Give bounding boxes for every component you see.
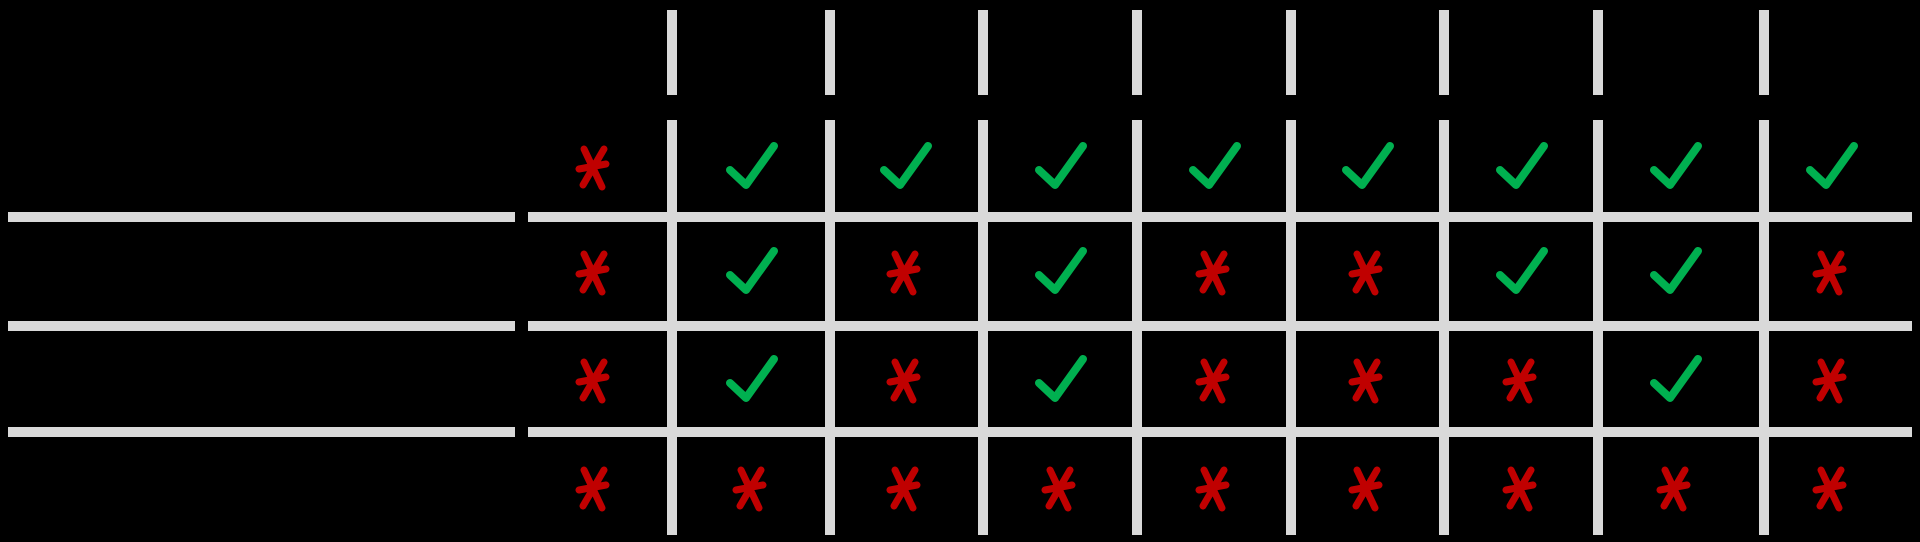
check-icon [724, 139, 780, 195]
check-icon [1340, 139, 1396, 195]
cross-icon [1340, 460, 1396, 516]
row-divider [528, 212, 1912, 222]
check-icon [1494, 244, 1550, 300]
cross-icon [724, 460, 780, 516]
check-icon [1648, 352, 1704, 408]
column-header-divider [1286, 10, 1296, 95]
cross-icon [1033, 460, 1089, 516]
cross-icon [1494, 460, 1550, 516]
row-label-divider [8, 321, 515, 331]
column-header-divider [1439, 10, 1449, 95]
check-icon [1648, 244, 1704, 300]
cross-icon [1648, 460, 1704, 516]
cross-icon [1340, 352, 1396, 408]
check-icon [878, 139, 934, 195]
row-label-divider [8, 212, 515, 222]
check-icon [1033, 352, 1089, 408]
cross-icon [1804, 244, 1860, 300]
cross-icon [878, 460, 934, 516]
check-icon [1033, 139, 1089, 195]
column-header-divider [1759, 10, 1769, 95]
cross-icon [1187, 460, 1243, 516]
column-header-divider [1593, 10, 1603, 95]
cross-icon [1804, 460, 1860, 516]
cross-icon [567, 460, 623, 516]
check-icon [1804, 139, 1860, 195]
row-divider [528, 427, 1912, 437]
cross-icon [567, 139, 623, 195]
check-icon [1648, 139, 1704, 195]
cross-icon [567, 352, 623, 408]
cross-icon [878, 352, 934, 408]
check-icon [1187, 139, 1243, 195]
check-icon [724, 352, 780, 408]
column-header-divider [667, 10, 677, 95]
column-header-divider [978, 10, 988, 95]
cross-icon [1340, 244, 1396, 300]
column-header-divider [1132, 10, 1142, 95]
row-label-divider [8, 427, 515, 437]
check-icon [1033, 244, 1089, 300]
check-icon [1494, 139, 1550, 195]
cross-icon [1804, 352, 1860, 408]
column-header-divider [825, 10, 835, 95]
cross-icon [878, 244, 934, 300]
cross-icon [1494, 352, 1550, 408]
cross-icon [1187, 352, 1243, 408]
check-icon [724, 244, 780, 300]
row-divider [528, 321, 1912, 331]
cross-icon [1187, 244, 1243, 300]
cross-icon [567, 244, 623, 300]
